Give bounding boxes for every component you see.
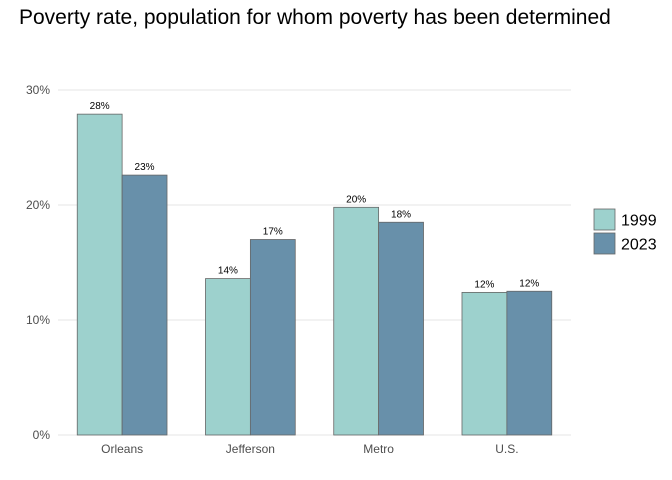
data-label: 12% — [474, 279, 494, 290]
legend: 1999 2023 — [593, 208, 657, 255]
x-tick-label: Orleans — [101, 442, 143, 456]
y-tick-label: 20% — [26, 198, 50, 212]
chart-title: Poverty rate, population for whom povert… — [19, 6, 611, 29]
bar-2023-u-s- — [506, 290, 553, 436]
x-tick-label: Metro — [363, 442, 394, 456]
bar-1999-u-s- — [461, 291, 508, 436]
legend-label: 2023 — [621, 237, 657, 254]
legend-label: 1999 — [621, 213, 657, 230]
x-axis-tick-labels: Orleans Jefferson Metro U.S. — [101, 442, 518, 456]
data-label: 17% — [263, 227, 283, 238]
y-axis-tick-labels: 0% 10% 20% 30% — [26, 83, 50, 442]
y-tick-label: 10% — [26, 313, 50, 327]
bar-2023-jefferson — [249, 239, 296, 436]
data-label: 23% — [135, 162, 155, 173]
bars — [76, 113, 553, 436]
bar-2023-metro — [378, 221, 424, 436]
bar-1999-orleans — [76, 113, 123, 436]
legend-key-2023 — [593, 232, 616, 255]
data-label: 14% — [218, 266, 238, 277]
x-tick-label: Jefferson — [226, 442, 275, 456]
data-label: 20% — [346, 194, 366, 205]
bar-1999-jefferson — [205, 278, 251, 436]
bar-1999-metro — [333, 206, 380, 436]
y-tick-label: 30% — [26, 83, 50, 97]
data-label: 28% — [90, 101, 110, 112]
x-tick-label: U.S. — [495, 442, 518, 456]
legend-key-1999 — [593, 208, 616, 231]
data-labels: 28% 23% 14% 17% 20% 18% 12% 12% — [90, 101, 540, 290]
y-tick-label: 0% — [33, 428, 51, 442]
bar-2023-orleans — [121, 174, 168, 436]
data-label: 12% — [519, 278, 539, 289]
data-label: 18% — [391, 209, 411, 220]
